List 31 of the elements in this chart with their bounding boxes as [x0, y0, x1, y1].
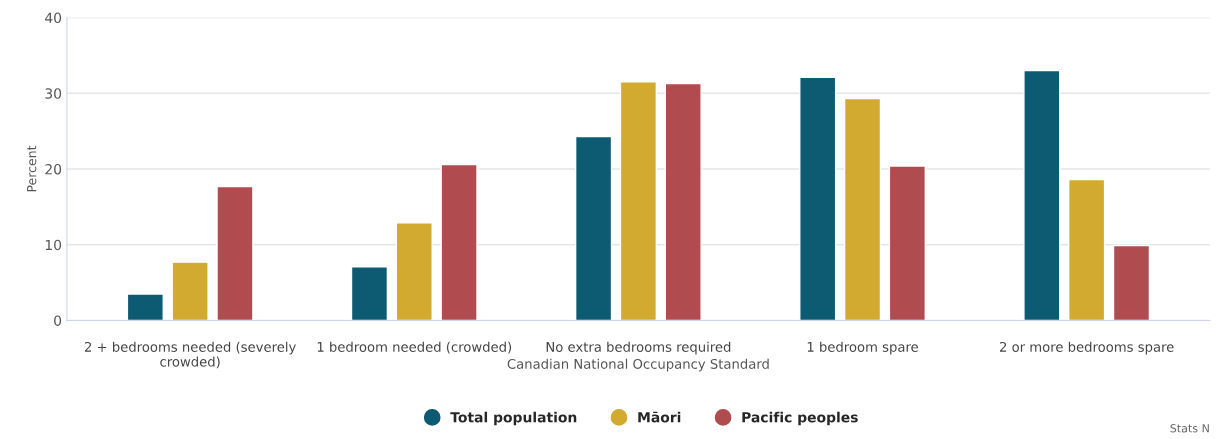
legend-label: Māori: [638, 411, 681, 423]
y-axis-title: Percent: [27, 145, 37, 192]
bar: [440, 163, 478, 321]
y-tick-label: 10: [45, 239, 62, 251]
text: Stats N: [1170, 424, 1209, 433]
legend-label: Pacific peoples: [742, 411, 858, 426]
bar: [350, 266, 389, 321]
y-tick-label: 0: [54, 315, 62, 326]
bar: [619, 81, 658, 321]
bar: [799, 76, 837, 321]
bar: [1112, 244, 1151, 321]
bar: [574, 135, 613, 321]
bar: [395, 222, 433, 321]
y-tick-label: 20: [45, 163, 62, 175]
x-tick-label: No extra bedrooms required: [546, 341, 731, 355]
bar: [1023, 69, 1061, 321]
bar: [171, 261, 209, 321]
x-tick-label: 1 bedroom spare: [807, 341, 918, 355]
bar: [1068, 178, 1106, 321]
bar: [664, 82, 702, 321]
bar: [843, 97, 882, 321]
x-axis-title: Canadian National Occupancy Standard: [507, 358, 769, 372]
y-tick-label: 40: [45, 12, 62, 24]
y-tick-label: 30: [45, 88, 62, 99]
x-tick-label: 1 bedroom needed (crowded): [317, 341, 512, 354]
x-tick-label: 2 or more bedrooms spare: [999, 341, 1174, 355]
x-tick-label: 2 + bedrooms needed (severely crowded): [84, 341, 296, 369]
bar: [126, 293, 164, 321]
legend-label: Total population: [450, 411, 577, 426]
bar: [216, 185, 254, 321]
bar: [888, 165, 926, 321]
